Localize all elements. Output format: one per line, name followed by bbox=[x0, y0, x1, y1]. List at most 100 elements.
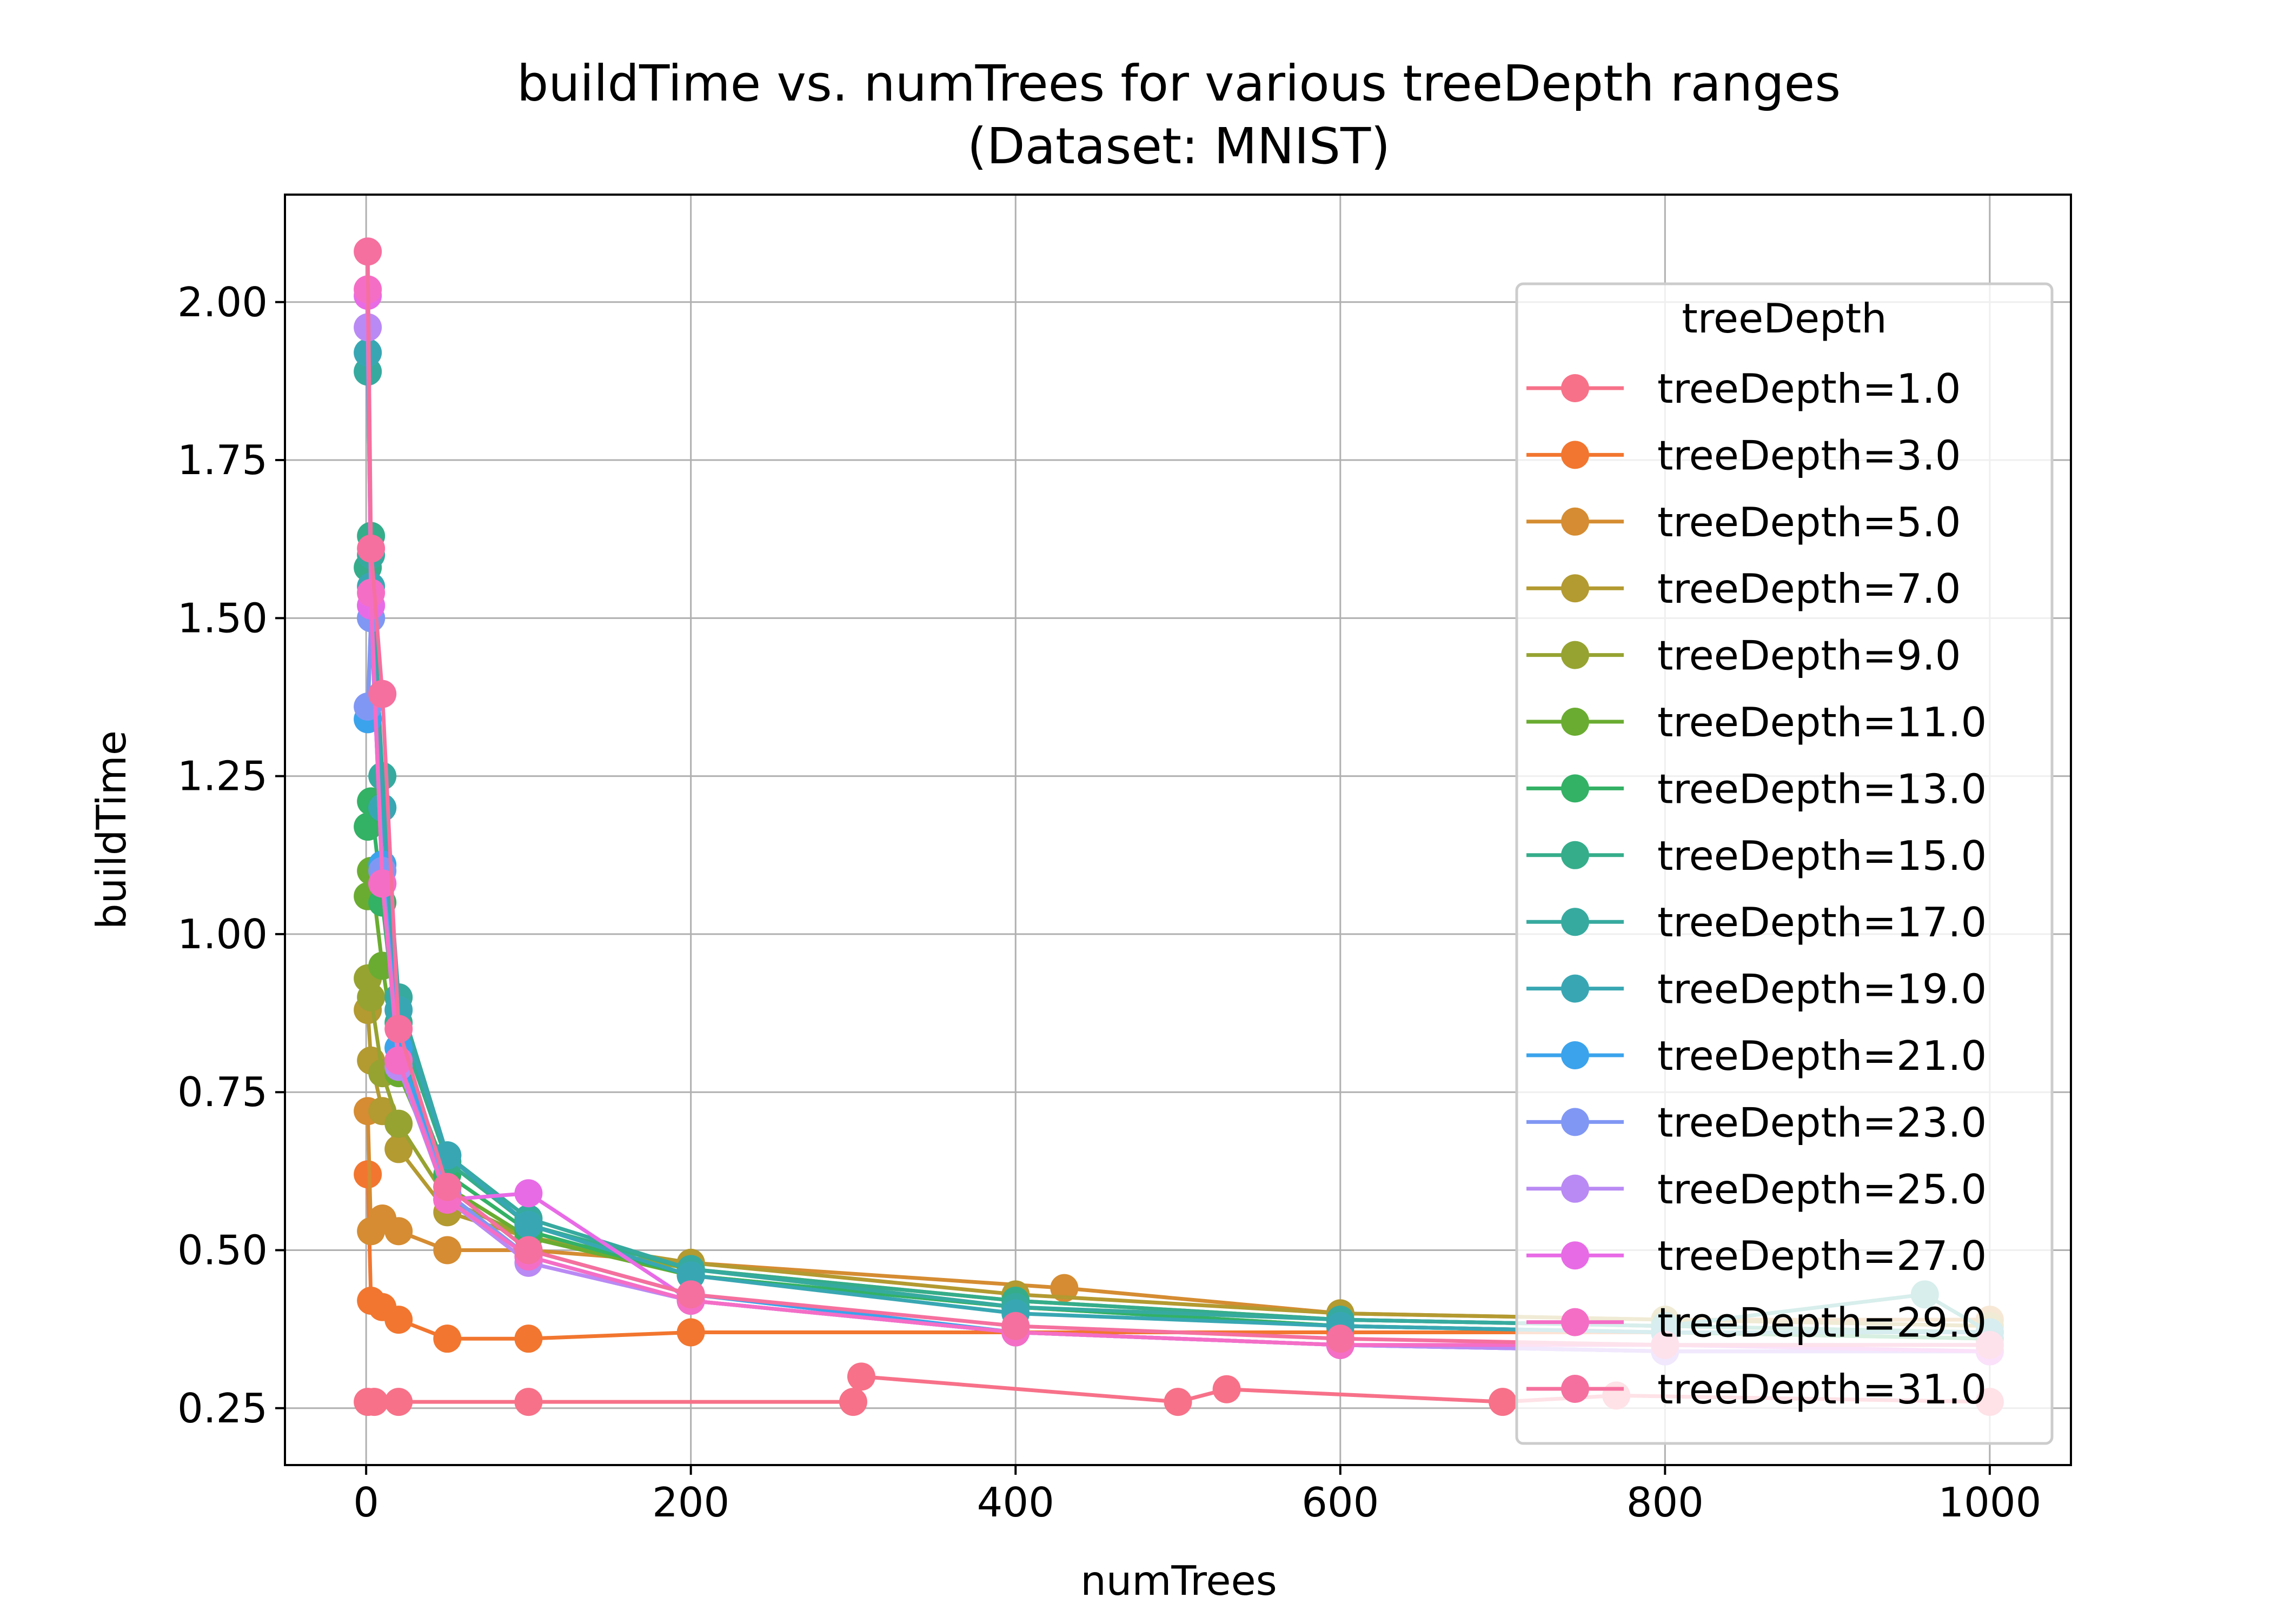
legend-label: treeDepth=11.0 bbox=[1657, 698, 1987, 746]
x-tick-label: 0 bbox=[353, 1479, 379, 1526]
data-point bbox=[1001, 1312, 1030, 1340]
y-tick-label: 1.50 bbox=[177, 594, 268, 642]
legend-entry: treeDepth=27.0 bbox=[1526, 1232, 1987, 1280]
legend: treeDepth treeDepth=1.0treeDepth=3.0tree… bbox=[1515, 282, 2054, 1445]
legend-entry: treeDepth=17.0 bbox=[1526, 898, 1987, 946]
data-point bbox=[368, 680, 397, 708]
legend-title: treeDepth bbox=[1682, 295, 1887, 342]
data-point bbox=[357, 578, 386, 607]
data-point bbox=[676, 1318, 705, 1347]
data-point bbox=[433, 1325, 462, 1353]
y-tick-label: 2.00 bbox=[177, 278, 268, 326]
legend-label: treeDepth=17.0 bbox=[1657, 898, 1987, 946]
legend-marker bbox=[1561, 908, 1589, 936]
legend-label: treeDepth=15.0 bbox=[1657, 832, 1987, 880]
legend-marker bbox=[1561, 974, 1589, 1003]
x-tick-label: 800 bbox=[1626, 1479, 1704, 1526]
legend-marker bbox=[1561, 574, 1589, 603]
data-point bbox=[514, 1179, 543, 1208]
data-point bbox=[676, 1280, 705, 1309]
legend-marker bbox=[1561, 1375, 1589, 1403]
data-point bbox=[847, 1362, 875, 1391]
data-point bbox=[384, 1306, 413, 1334]
legend-label: treeDepth=5.0 bbox=[1657, 498, 1961, 546]
legend-label: treeDepth=31.0 bbox=[1657, 1366, 1987, 1413]
legend-label: treeDepth=25.0 bbox=[1657, 1166, 1987, 1213]
legend-label: treeDepth=29.0 bbox=[1657, 1299, 1987, 1347]
x-tick-label: 600 bbox=[1301, 1479, 1379, 1526]
y-tick-label: 0.75 bbox=[177, 1068, 268, 1116]
legend-box bbox=[1515, 282, 2054, 1445]
series-group bbox=[354, 237, 2004, 1359]
legend-marker bbox=[1561, 708, 1589, 736]
legend-entries: treeDepth=1.0 treeDepth=3.0 treeDepth=5.0 t… bbox=[1526, 365, 1987, 1413]
legend-marker bbox=[1561, 1308, 1589, 1336]
legend-entry: treeDepth=19.0 bbox=[1526, 966, 1987, 1013]
legend-entry: treeDepth=3.0 bbox=[1526, 431, 1961, 479]
legend-entry: treeDepth=31.0 bbox=[1526, 1366, 1987, 1413]
legend-label: treeDepth=1.0 bbox=[1657, 365, 1961, 412]
data-point bbox=[1164, 1388, 1192, 1416]
legend-label: treeDepth=9.0 bbox=[1657, 632, 1961, 680]
legend-label: treeDepth=21.0 bbox=[1657, 1032, 1987, 1080]
legend-entry: treeDepth=9.0 bbox=[1526, 632, 1961, 680]
data-point bbox=[354, 237, 382, 266]
legend-entry: treeDepth=11.0 bbox=[1526, 698, 1987, 746]
legend-label: treeDepth=27.0 bbox=[1657, 1232, 1987, 1280]
axis-ticks: 0 200 400 600 800 1000 0.25 0.50 0.75 1.00 1.25 1.5… bbox=[177, 278, 2041, 1526]
legend-marker bbox=[1561, 374, 1589, 402]
plot-series bbox=[354, 237, 2004, 1416]
legend-label: treeDepth=19.0 bbox=[1657, 966, 1987, 1013]
plot-frame bbox=[284, 194, 2072, 1466]
chart-subtitle: (Dataset: MNIST) bbox=[967, 117, 1390, 175]
data-point bbox=[433, 1173, 462, 1201]
data-point bbox=[384, 1109, 413, 1138]
data-point bbox=[384, 1015, 413, 1043]
legend-marker bbox=[1561, 1241, 1589, 1270]
legend-marker bbox=[1561, 1174, 1589, 1203]
y-axis-label: buildTime bbox=[88, 730, 135, 929]
y-tick-label: 1.75 bbox=[177, 436, 268, 484]
data-point bbox=[357, 534, 386, 563]
data-point bbox=[514, 1236, 543, 1264]
data-point bbox=[360, 1388, 389, 1416]
x-axis-label: numTrees bbox=[1080, 1557, 1277, 1605]
data-point bbox=[1489, 1388, 1517, 1416]
chart-title: buildTime vs. numTrees for various treeD… bbox=[517, 55, 1841, 112]
y-tick-label: 0.25 bbox=[177, 1385, 268, 1432]
data-point bbox=[357, 983, 386, 1011]
legend-marker bbox=[1561, 641, 1589, 669]
legend-marker bbox=[1561, 774, 1589, 803]
legend-label: treeDepth=7.0 bbox=[1657, 565, 1961, 613]
data-point bbox=[514, 1325, 543, 1353]
data-point bbox=[354, 813, 382, 841]
data-point bbox=[514, 1210, 543, 1239]
data-point bbox=[384, 1388, 413, 1416]
data-point bbox=[368, 794, 397, 822]
x-tick-label: 200 bbox=[652, 1479, 729, 1526]
y-tick-label: 1.00 bbox=[177, 910, 268, 958]
legend-label: treeDepth=13.0 bbox=[1657, 765, 1987, 813]
legend-label: treeDepth=3.0 bbox=[1657, 431, 1961, 479]
data-point bbox=[1326, 1325, 1354, 1353]
legend-entry: treeDepth=25.0 bbox=[1526, 1166, 1987, 1213]
legend-entry: treeDepth=5.0 bbox=[1526, 498, 1961, 546]
legend-entry: treeDepth=21.0 bbox=[1526, 1032, 1987, 1080]
legend-marker bbox=[1561, 1041, 1589, 1069]
legend-entry: treeDepth=7.0 bbox=[1526, 565, 1961, 613]
x-tick-label: 400 bbox=[977, 1479, 1054, 1526]
data-point bbox=[514, 1388, 543, 1416]
legend-marker bbox=[1561, 441, 1589, 469]
legend-entry: treeDepth=29.0 bbox=[1526, 1299, 1987, 1347]
data-point bbox=[433, 1236, 462, 1264]
legend-label: treeDepth=23.0 bbox=[1657, 1099, 1987, 1146]
x-tick-label: 1000 bbox=[1938, 1479, 2041, 1526]
legend-marker bbox=[1561, 507, 1589, 536]
data-point bbox=[1212, 1375, 1241, 1403]
legend-entry: treeDepth=23.0 bbox=[1526, 1099, 1987, 1146]
legend-entry: treeDepth=1.0 bbox=[1526, 365, 1961, 412]
data-point bbox=[839, 1388, 867, 1416]
legend-marker bbox=[1561, 841, 1589, 869]
